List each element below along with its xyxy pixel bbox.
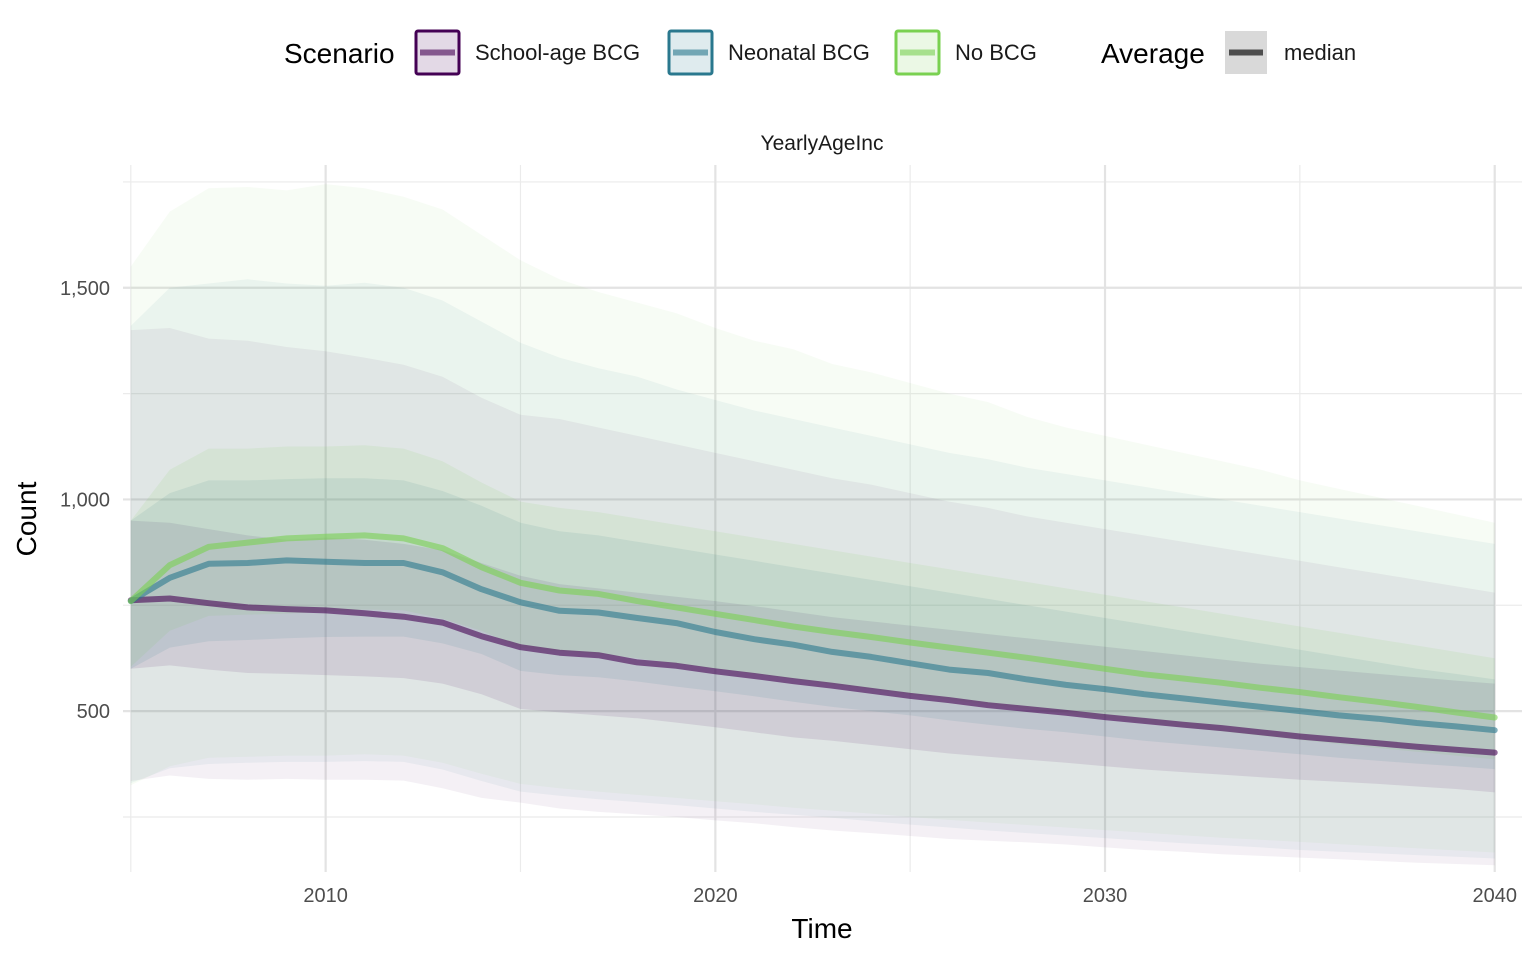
y-axis-title: Count — [11, 481, 42, 556]
legend-label-school-age-bcg: School-age BCG — [475, 40, 640, 65]
median-line-neonatal-bcg — [127, 557, 1498, 734]
ribbons — [130, 184, 1495, 866]
x-tick-label: 2020 — [693, 885, 738, 907]
grid-minor — [123, 165, 1522, 872]
y-axis-ticks: 500 1,000 1,500 — [60, 278, 110, 723]
outer-band-no-bcg — [130, 184, 1495, 853]
outer-band-neonatal-bcg — [130, 279, 1495, 859]
grid-major — [123, 165, 1522, 872]
legend-label-neonatal-bcg: Neonatal BCG — [728, 40, 870, 65]
outer-band-school-age-bcg — [130, 328, 1495, 866]
x-tick-label: 2010 — [303, 885, 348, 907]
legend-label-median: median — [1284, 40, 1356, 65]
median-line-no-bcg — [127, 532, 1498, 721]
x-axis-title: Time — [791, 913, 852, 944]
legend-average-title: Average — [1101, 38, 1205, 69]
legend-scenario-title: Scenario — [284, 38, 395, 69]
inner-band-no-bcg — [130, 445, 1495, 760]
facet-title: YearlyAgeInc — [761, 132, 884, 155]
legend-item-school-age-bcg: School-age BCG — [414, 29, 640, 76]
y-tick-label: 500 — [77, 701, 110, 723]
x-tick-label: 2040 — [1472, 885, 1517, 907]
median-lines — [127, 532, 1498, 756]
x-axis-ticks: 2010 2020 2030 2040 — [303, 885, 1517, 907]
median-line-school-age-bcg — [127, 595, 1498, 756]
x-tick-label: 2030 — [1083, 885, 1128, 907]
y-tick-label: 1,500 — [60, 278, 110, 300]
legend-item-median: median — [1225, 31, 1356, 74]
legend: Scenario School-age BCG Neonatal BCG No … — [284, 29, 1356, 76]
legend-item-neonatal-bcg: Neonatal BCG — [667, 29, 870, 76]
y-tick-label: 1,000 — [60, 489, 110, 511]
legend-item-no-bcg: No BCG — [894, 29, 1037, 76]
legend-label-no-bcg: No BCG — [955, 40, 1037, 65]
